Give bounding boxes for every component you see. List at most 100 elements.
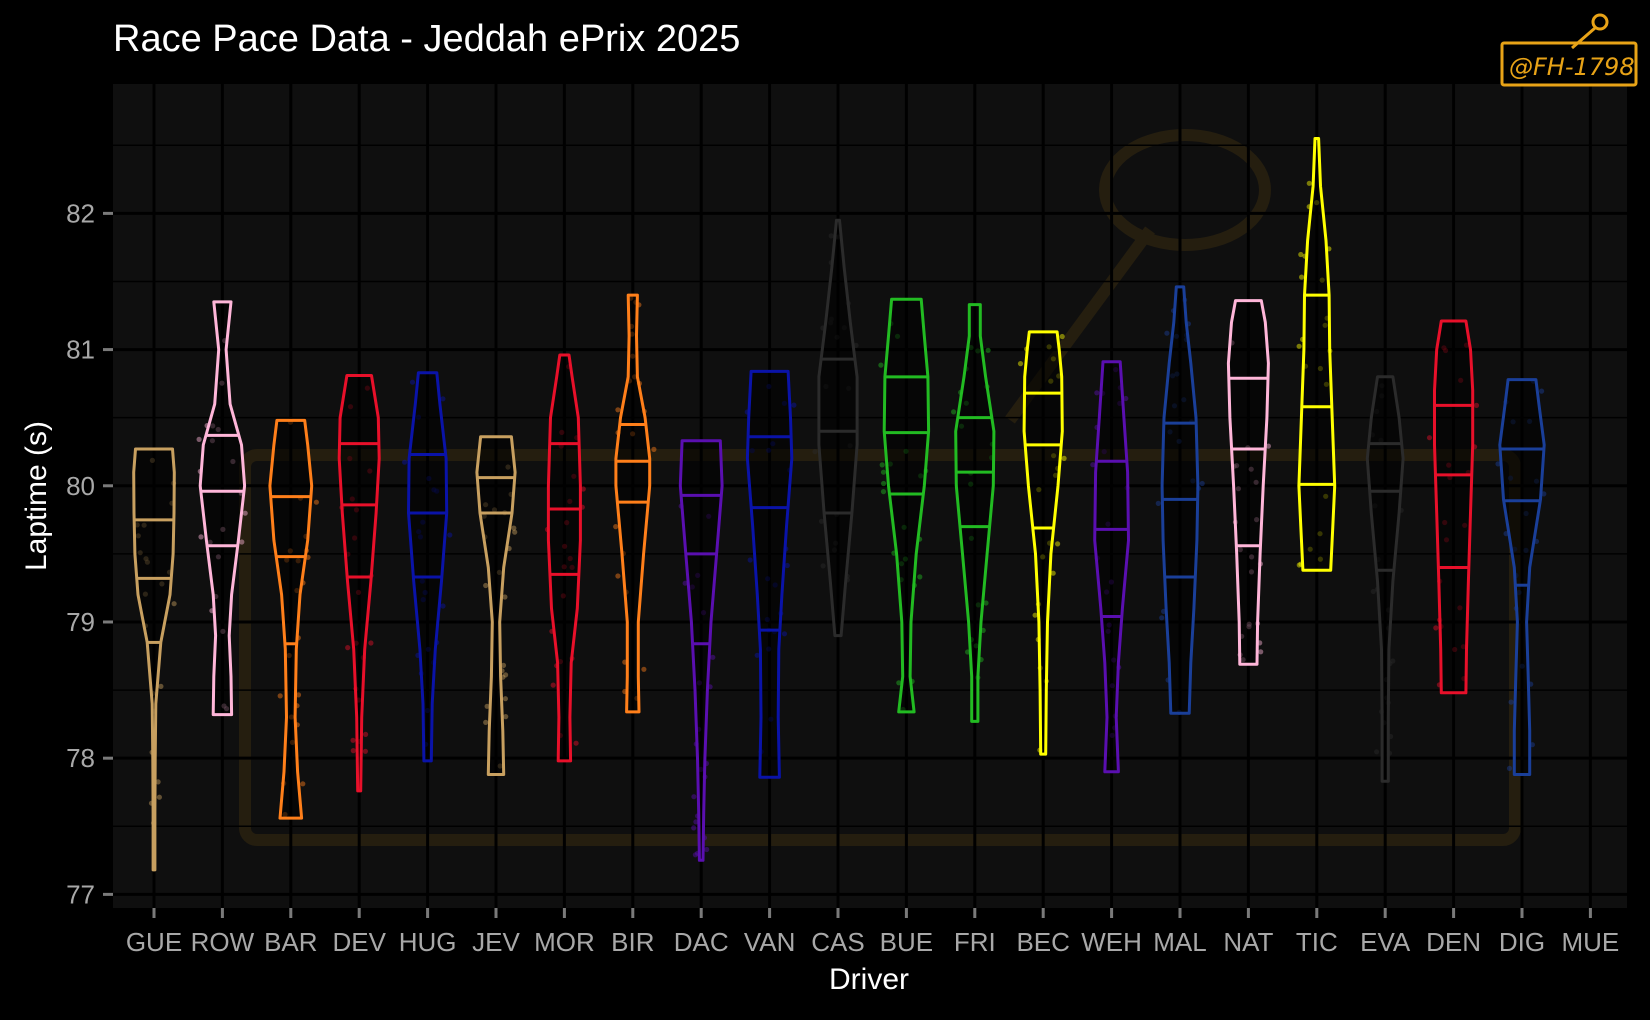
lap-point (1296, 343, 1302, 349)
lap-point (1164, 330, 1170, 336)
lap-point (500, 662, 507, 669)
lap-point (878, 362, 884, 368)
lap-point (1495, 461, 1501, 467)
x-tick-label-row: ROW (191, 927, 255, 957)
lap-point (239, 539, 245, 545)
violin-outline-hug (407, 371, 449, 763)
violin-outline-dev (337, 374, 381, 793)
lap-point (1508, 699, 1514, 705)
violin-bue (878, 297, 931, 714)
lap-point (440, 396, 446, 402)
x-tick-label-gue: GUE (126, 927, 182, 957)
lap-point (880, 489, 887, 495)
lap-point (300, 781, 306, 787)
y-tick-label: 77 (66, 879, 95, 909)
lap-point (1473, 402, 1480, 408)
violin-outline-nat (1226, 299, 1270, 666)
x-tick-label-eva: EVA (1360, 927, 1411, 957)
violin-series (132, 137, 1547, 872)
x-tick-label-dig: DIG (1499, 927, 1545, 957)
violin-outline-van (745, 369, 794, 779)
lap-point (1032, 612, 1038, 618)
lap-point (345, 645, 351, 651)
violin-nat (1226, 299, 1271, 666)
x-tick-label-tic: TIC (1296, 927, 1338, 957)
lap-point (511, 525, 517, 531)
y-axis-title: Laptime (s) (20, 421, 53, 571)
lap-point (881, 480, 887, 487)
violin-outline-jev (475, 435, 517, 776)
lap-point (483, 582, 489, 589)
lap-point (820, 563, 826, 569)
lap-point (573, 740, 579, 746)
lap-point (682, 580, 688, 586)
lap-point (747, 557, 753, 563)
lap-point (484, 703, 490, 709)
x-tick-label-bue: BUE (880, 927, 933, 957)
violin-outline-bue (882, 297, 931, 714)
violin-outline-row (198, 300, 247, 717)
lap-point (983, 600, 989, 606)
lap-point (409, 379, 416, 385)
violin-hug (402, 371, 453, 763)
violin-outline-weh (1093, 360, 1130, 774)
y-tick-label: 80 (66, 471, 95, 501)
lap-point (1374, 749, 1380, 755)
lap-point (1296, 562, 1302, 568)
violin-gue (132, 447, 177, 872)
violin-outline-fri (954, 303, 996, 723)
violin-outline-den (1433, 319, 1475, 695)
lap-point (615, 407, 621, 413)
x-tick-label-bir: BIR (611, 927, 654, 957)
lap-point (1426, 435, 1433, 441)
lap-point (277, 693, 283, 699)
lap-point (704, 846, 710, 853)
violin-cas (812, 218, 859, 638)
lap-point (1506, 765, 1513, 772)
lap-point (691, 794, 697, 800)
violin-outline-mor (546, 353, 582, 763)
lap-point (1390, 658, 1396, 664)
x-tick-label-mal: MAL (1153, 927, 1206, 957)
violin-den (1426, 319, 1480, 695)
violin-van (744, 369, 797, 779)
lap-point (158, 683, 164, 690)
lap-point (812, 449, 818, 455)
violin-bir (613, 293, 657, 714)
x-tick-label-jev: JEV (472, 927, 520, 957)
violin-bec (1017, 330, 1067, 756)
violin-outline-tic (1297, 137, 1337, 572)
lap-point (198, 534, 204, 540)
lap-point (1258, 649, 1264, 655)
lap-point (502, 696, 508, 702)
y-tick-label: 79 (66, 607, 95, 637)
lap-point (171, 601, 177, 607)
lap-point (1061, 455, 1067, 461)
lap-point (447, 532, 453, 538)
lap-point (196, 436, 202, 442)
lap-point (791, 402, 797, 408)
x-tick-label-nat: NAT (1223, 927, 1273, 957)
y-tick-label: 82 (66, 198, 95, 228)
lap-point (951, 409, 957, 415)
violin-outline-cas (817, 218, 859, 638)
lap-point (1539, 388, 1545, 394)
lap-point (879, 462, 885, 468)
lap-point (818, 518, 825, 524)
violin-weh (1090, 360, 1130, 774)
lap-point (440, 603, 446, 609)
lap-point (1306, 180, 1312, 186)
lap-point (1298, 251, 1304, 258)
violin-dac (678, 439, 724, 862)
violin-outline-bar (268, 418, 314, 820)
lap-point (350, 737, 356, 743)
lap-point (503, 714, 509, 720)
x-tick-label-hug: HUG (399, 927, 457, 957)
lap-point (1055, 541, 1061, 547)
lap-point (1090, 462, 1096, 468)
lap-point (613, 524, 619, 530)
lap-point (295, 692, 302, 698)
lap-point (880, 469, 887, 475)
x-tick-label-cas: CAS (811, 927, 864, 957)
lap-point (985, 347, 991, 353)
